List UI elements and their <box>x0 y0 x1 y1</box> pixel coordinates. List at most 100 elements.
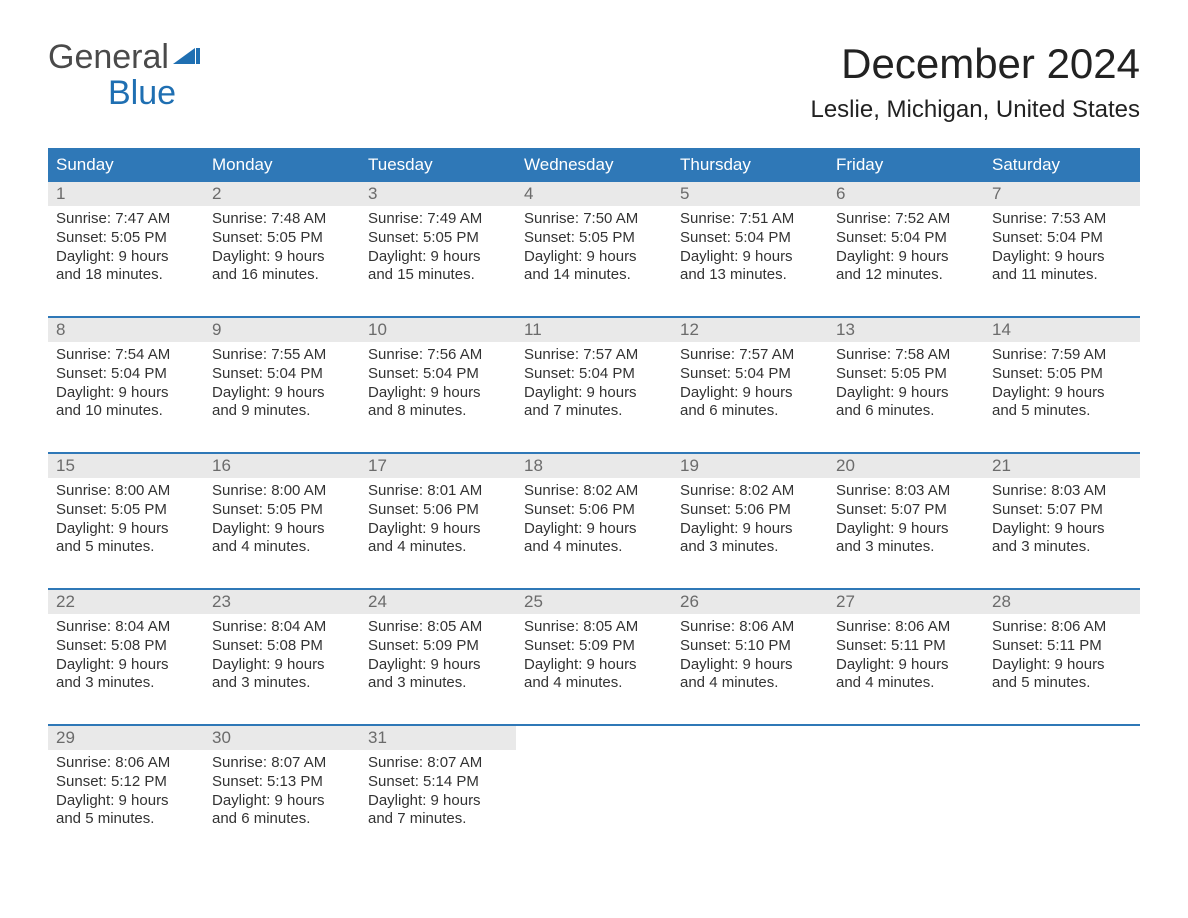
title-block: December 2024 Leslie, Michigan, United S… <box>810 40 1140 124</box>
sunset-text: Sunset: 5:11 PM <box>836 637 976 656</box>
sunset-text: Sunset: 5:05 PM <box>212 229 352 248</box>
calendar-day: 17Sunrise: 8:01 AMSunset: 5:06 PMDayligh… <box>360 454 516 564</box>
day-number: 21 <box>984 454 1140 478</box>
daylight-text: Daylight: 9 hours <box>212 656 352 675</box>
weekday-header: Tuesday <box>360 148 516 182</box>
calendar-day: 6Sunrise: 7:52 AMSunset: 5:04 PMDaylight… <box>828 182 984 292</box>
daylight-text: and 3 minutes. <box>368 674 508 693</box>
calendar-day: 23Sunrise: 8:04 AMSunset: 5:08 PMDayligh… <box>204 590 360 700</box>
day-details: Sunrise: 8:06 AMSunset: 5:12 PMDaylight:… <box>48 750 204 833</box>
calendar-day: 22Sunrise: 8:04 AMSunset: 5:08 PMDayligh… <box>48 590 204 700</box>
sunset-text: Sunset: 5:05 PM <box>836 365 976 384</box>
day-number: 9 <box>204 318 360 342</box>
daylight-text: and 14 minutes. <box>524 266 664 285</box>
day-details: Sunrise: 7:55 AMSunset: 5:04 PMDaylight:… <box>204 342 360 425</box>
day-details: Sunrise: 8:07 AMSunset: 5:13 PMDaylight:… <box>204 750 360 833</box>
daylight-text: and 4 minutes. <box>524 674 664 693</box>
daylight-text: Daylight: 9 hours <box>368 384 508 403</box>
sunrise-text: Sunrise: 8:06 AM <box>680 618 820 637</box>
calendar: SundayMondayTuesdayWednesdayThursdayFrid… <box>48 148 1140 836</box>
daylight-text: Daylight: 9 hours <box>836 656 976 675</box>
day-details: Sunrise: 8:01 AMSunset: 5:06 PMDaylight:… <box>360 478 516 561</box>
day-details: Sunrise: 7:57 AMSunset: 5:04 PMDaylight:… <box>672 342 828 425</box>
day-number: 3 <box>360 182 516 206</box>
sunrise-text: Sunrise: 7:57 AM <box>680 346 820 365</box>
sunset-text: Sunset: 5:04 PM <box>524 365 664 384</box>
calendar-day: 21Sunrise: 8:03 AMSunset: 5:07 PMDayligh… <box>984 454 1140 564</box>
daylight-text: and 12 minutes. <box>836 266 976 285</box>
daylight-text: Daylight: 9 hours <box>836 520 976 539</box>
calendar-day: 18Sunrise: 8:02 AMSunset: 5:06 PMDayligh… <box>516 454 672 564</box>
daylight-text: and 13 minutes. <box>680 266 820 285</box>
day-details: Sunrise: 7:47 AMSunset: 5:05 PMDaylight:… <box>48 206 204 289</box>
day-number: 11 <box>516 318 672 342</box>
day-details: Sunrise: 8:00 AMSunset: 5:05 PMDaylight:… <box>48 478 204 561</box>
sunrise-text: Sunrise: 7:58 AM <box>836 346 976 365</box>
daylight-text: Daylight: 9 hours <box>368 656 508 675</box>
sunrise-text: Sunrise: 7:50 AM <box>524 210 664 229</box>
day-number: 2 <box>204 182 360 206</box>
logo-word-2: Blue <box>48 76 203 112</box>
day-number: 13 <box>828 318 984 342</box>
day-number: 22 <box>48 590 204 614</box>
calendar-day: 15Sunrise: 8:00 AMSunset: 5:05 PMDayligh… <box>48 454 204 564</box>
sunset-text: Sunset: 5:04 PM <box>368 365 508 384</box>
calendar-day: 13Sunrise: 7:58 AMSunset: 5:05 PMDayligh… <box>828 318 984 428</box>
sunrise-text: Sunrise: 7:52 AM <box>836 210 976 229</box>
calendar-week: 8Sunrise: 7:54 AMSunset: 5:04 PMDaylight… <box>48 316 1140 428</box>
day-details: Sunrise: 7:53 AMSunset: 5:04 PMDaylight:… <box>984 206 1140 289</box>
sunrise-text: Sunrise: 7:57 AM <box>524 346 664 365</box>
day-number: 15 <box>48 454 204 478</box>
calendar-day: 28Sunrise: 8:06 AMSunset: 5:11 PMDayligh… <box>984 590 1140 700</box>
day-number: 31 <box>360 726 516 750</box>
day-details: Sunrise: 8:02 AMSunset: 5:06 PMDaylight:… <box>516 478 672 561</box>
calendar-day <box>672 726 828 836</box>
daylight-text: Daylight: 9 hours <box>992 520 1132 539</box>
sunrise-text: Sunrise: 8:07 AM <box>212 754 352 773</box>
calendar-week: 29Sunrise: 8:06 AMSunset: 5:12 PMDayligh… <box>48 724 1140 836</box>
sunset-text: Sunset: 5:11 PM <box>992 637 1132 656</box>
daylight-text: Daylight: 9 hours <box>212 792 352 811</box>
daylight-text: and 9 minutes. <box>212 402 352 421</box>
daylight-text: Daylight: 9 hours <box>524 384 664 403</box>
day-details: Sunrise: 7:50 AMSunset: 5:05 PMDaylight:… <box>516 206 672 289</box>
calendar-day: 26Sunrise: 8:06 AMSunset: 5:10 PMDayligh… <box>672 590 828 700</box>
daylight-text: and 15 minutes. <box>368 266 508 285</box>
calendar-day: 1Sunrise: 7:47 AMSunset: 5:05 PMDaylight… <box>48 182 204 292</box>
sunrise-text: Sunrise: 8:04 AM <box>56 618 196 637</box>
calendar-day: 11 Sunrise: 7:57 AMSunset: 5:04 PMDayligh… <box>516 318 672 428</box>
sunset-text: Sunset: 5:09 PM <box>524 637 664 656</box>
day-number: 16 <box>204 454 360 478</box>
calendar-week: 22Sunrise: 8:04 AMSunset: 5:08 PMDayligh… <box>48 588 1140 700</box>
calendar-day: 30Sunrise: 8:07 AMSunset: 5:13 PMDayligh… <box>204 726 360 836</box>
day-number: 1 <box>48 182 204 206</box>
logo-flag-icon <box>173 40 203 76</box>
daylight-text: Daylight: 9 hours <box>836 248 976 267</box>
day-number <box>984 726 1140 730</box>
day-number: 18 <box>516 454 672 478</box>
daylight-text: Daylight: 9 hours <box>56 248 196 267</box>
daylight-text: and 16 minutes. <box>212 266 352 285</box>
day-number: 24 <box>360 590 516 614</box>
day-number: 6 <box>828 182 984 206</box>
calendar-day: 4Sunrise: 7:50 AMSunset: 5:05 PMDaylight… <box>516 182 672 292</box>
daylight-text: and 3 minutes. <box>992 538 1132 557</box>
day-details: Sunrise: 7:52 AMSunset: 5:04 PMDaylight:… <box>828 206 984 289</box>
sunset-text: Sunset: 5:07 PM <box>992 501 1132 520</box>
sunrise-text: Sunrise: 8:05 AM <box>368 618 508 637</box>
sunset-text: Sunset: 5:12 PM <box>56 773 196 792</box>
sunrise-text: Sunrise: 7:56 AM <box>368 346 508 365</box>
sunset-text: Sunset: 5:04 PM <box>680 229 820 248</box>
daylight-text: and 4 minutes. <box>836 674 976 693</box>
day-details: Sunrise: 8:07 AMSunset: 5:14 PMDaylight:… <box>360 750 516 833</box>
sunrise-text: Sunrise: 7:54 AM <box>56 346 196 365</box>
daylight-text: Daylight: 9 hours <box>680 384 820 403</box>
daylight-text: and 4 minutes. <box>680 674 820 693</box>
day-number: 4 <box>516 182 672 206</box>
daylight-text: Daylight: 9 hours <box>56 656 196 675</box>
sunset-text: Sunset: 5:04 PM <box>212 365 352 384</box>
sunset-text: Sunset: 5:05 PM <box>368 229 508 248</box>
daylight-text: Daylight: 9 hours <box>992 656 1132 675</box>
daylight-text: and 5 minutes. <box>56 810 196 829</box>
sunrise-text: Sunrise: 8:00 AM <box>56 482 196 501</box>
